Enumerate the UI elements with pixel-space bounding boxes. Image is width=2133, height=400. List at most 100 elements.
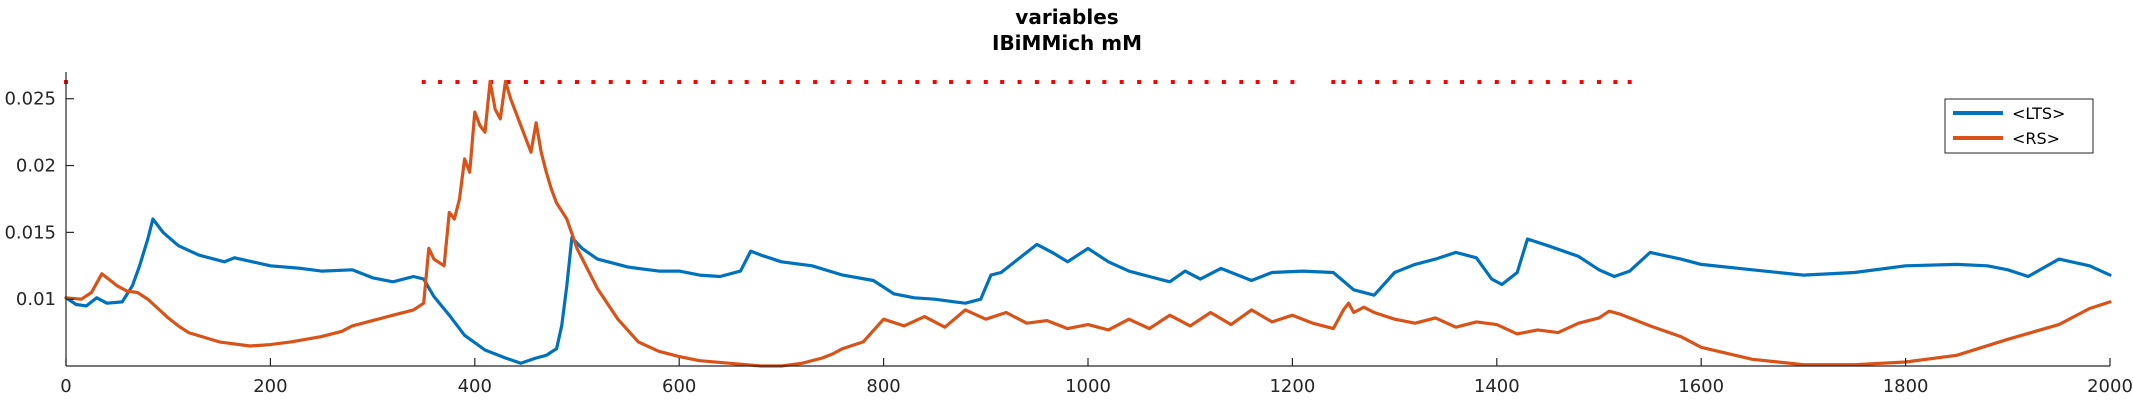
x-tick-label: 2000 xyxy=(2087,376,2133,397)
event-marker xyxy=(1034,80,1039,85)
chart-title: variables xyxy=(1015,5,1118,29)
event-marker xyxy=(1000,80,1005,85)
event-marker xyxy=(1562,80,1567,85)
plot-area xyxy=(64,79,2112,368)
event-marker xyxy=(795,80,800,85)
event-marker xyxy=(932,80,937,85)
event-marker xyxy=(728,80,733,85)
x-tick-label: 400 xyxy=(458,376,492,397)
event-marker xyxy=(1545,80,1550,85)
event-marker xyxy=(575,80,579,85)
event-marker xyxy=(608,80,613,85)
x-tick-label: 1200 xyxy=(1269,376,1315,397)
series-line-rs xyxy=(64,79,2112,368)
event-marker xyxy=(779,80,784,85)
series-lines xyxy=(64,79,2112,368)
legend-box xyxy=(1944,98,2094,154)
x-tick-label: 1800 xyxy=(1883,376,1929,397)
event-marker xyxy=(1051,80,1056,85)
axes: 0 200 400 600 800 1000 1200 1400 1600 1800 2000 0.… xyxy=(4,72,2133,397)
event-marker xyxy=(1408,80,1413,85)
event-marker xyxy=(1494,80,1499,85)
event-marker xyxy=(846,80,851,85)
event-marker xyxy=(1017,80,1022,85)
event-marker xyxy=(881,80,886,85)
event-marker xyxy=(421,80,426,85)
event-marker xyxy=(1579,80,1584,85)
event-marker xyxy=(1068,80,1073,85)
event-marker xyxy=(864,80,869,85)
event-marker xyxy=(693,80,698,85)
event-marker xyxy=(1341,80,1346,85)
event-marker xyxy=(1170,80,1175,85)
x-tick-label: 0 xyxy=(60,376,71,397)
y-ticks: 0.01 0.015 0.02 0.025 xyxy=(4,89,74,310)
event-marker xyxy=(949,80,954,85)
event-markers xyxy=(64,80,1632,85)
series-line-lts xyxy=(64,217,2112,365)
event-marker xyxy=(1613,80,1618,85)
event-marker xyxy=(1477,80,1482,85)
event-marker xyxy=(710,80,715,85)
event-marker xyxy=(1375,80,1380,85)
event-marker xyxy=(830,80,835,85)
x-tick-label: 600 xyxy=(662,376,696,397)
event-marker xyxy=(1188,80,1193,85)
event-marker xyxy=(744,80,749,85)
event-marker xyxy=(1221,80,1226,85)
event-marker xyxy=(677,80,682,85)
event-marker xyxy=(591,80,596,85)
x-tick-label: 200 xyxy=(253,376,287,397)
event-marker xyxy=(557,80,562,85)
event-marker xyxy=(1460,80,1465,85)
legend: <LTS> <RS> xyxy=(1944,98,2094,154)
event-marker xyxy=(1273,80,1278,85)
event-marker xyxy=(1204,80,1209,85)
event-marker xyxy=(1255,80,1260,85)
event-marker xyxy=(438,80,443,85)
event-marker xyxy=(1392,80,1397,85)
event-marker xyxy=(472,80,477,85)
event-marker xyxy=(1290,80,1295,85)
event-marker xyxy=(897,80,902,85)
event-marker xyxy=(1239,80,1244,85)
y-tick-label: 0.01 xyxy=(16,289,56,310)
event-marker xyxy=(1102,80,1107,85)
event-marker xyxy=(813,80,818,85)
event-marker xyxy=(1443,80,1448,85)
event-marker xyxy=(1153,80,1158,85)
x-tick-label: 1600 xyxy=(1678,376,1724,397)
event-marker xyxy=(1426,80,1431,85)
event-marker xyxy=(1119,80,1124,85)
x-tick-label: 800 xyxy=(866,376,900,397)
event-marker xyxy=(626,80,631,85)
event-marker xyxy=(983,80,988,85)
chart-subtitle: IBiMMich mM xyxy=(992,31,1142,55)
event-marker xyxy=(966,80,971,85)
legend-label-rs: <RS> xyxy=(2012,129,2060,148)
event-marker xyxy=(1627,80,1632,85)
event-marker xyxy=(1511,80,1516,85)
event-marker xyxy=(523,80,528,85)
event-marker xyxy=(642,80,647,85)
legend-label-lts: <LTS> xyxy=(2012,104,2065,123)
event-marker xyxy=(915,80,920,85)
event-marker xyxy=(1597,80,1601,85)
event-marker xyxy=(506,80,511,85)
event-marker xyxy=(1357,80,1362,85)
event-marker xyxy=(659,80,664,85)
event-marker xyxy=(455,80,460,85)
event-marker xyxy=(1086,80,1090,85)
event-marker xyxy=(1137,80,1142,85)
event-marker xyxy=(762,80,767,85)
event-marker xyxy=(540,80,545,85)
y-tick-label: 0.02 xyxy=(16,156,56,177)
y-tick-label: 0.015 xyxy=(4,222,56,243)
y-tick-label: 0.025 xyxy=(4,89,56,110)
x-tick-label: 1000 xyxy=(1065,376,1111,397)
event-marker xyxy=(1331,80,1336,85)
event-marker xyxy=(1528,80,1533,85)
x-tick-label: 1400 xyxy=(1474,376,1520,397)
x-ticks: 0 200 400 600 800 1000 1200 1400 1600 1800 2000 xyxy=(60,358,2133,397)
